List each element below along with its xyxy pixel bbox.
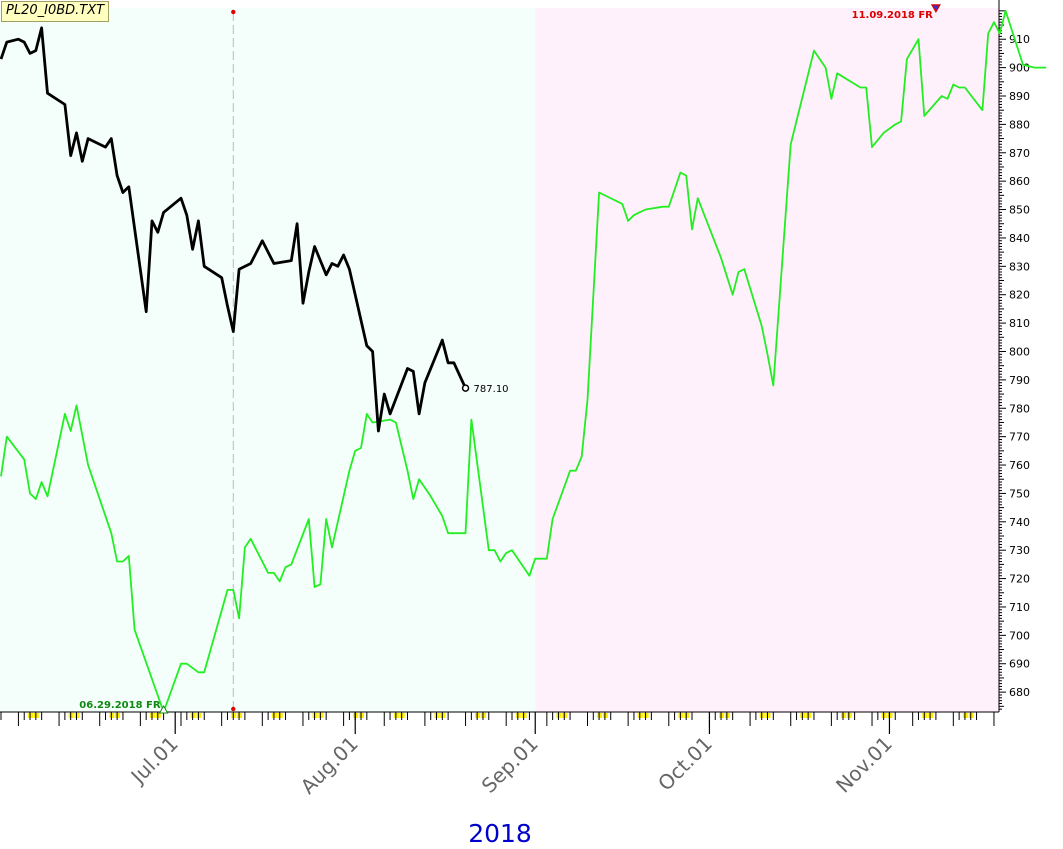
price-axis: 680 690 700 710 720 730 740 750 760 770 780 790 800 8… [998, 0, 1063, 736]
high-arrow-marker [930, 4, 941, 14]
price-tick-label: 780 [1009, 402, 1030, 415]
price-tick-label: 860 [1009, 175, 1030, 188]
price-tick-label: 730 [1009, 544, 1030, 557]
price-tick-label: 810 [1009, 317, 1030, 330]
history-zone [0, 8, 536, 712]
price-tick-label: 690 [1009, 658, 1030, 671]
price-tick-label: 910 [1009, 33, 1030, 46]
price-tick-label: 750 [1009, 487, 1030, 500]
time-axis-ticks [0, 711, 999, 734]
low-annotation: 06.29.2018 FR [79, 700, 161, 711]
price-tick-label: 790 [1009, 374, 1030, 387]
month-label: Oct.01 [653, 732, 717, 796]
marker-top-dot [231, 9, 236, 15]
price-tick-label: 850 [1009, 204, 1030, 217]
price-tick-label: 890 [1009, 90, 1030, 103]
month-labels: Jul.01 Aug.01 Sep.01 Oct.01 Nov.01 [125, 732, 897, 799]
price-tick-label: 830 [1009, 260, 1030, 273]
price-tick-label: 710 [1009, 601, 1030, 614]
price-tick-label: 770 [1009, 431, 1030, 444]
price-tick-label: 720 [1009, 573, 1030, 586]
price-tick-label: 760 [1009, 459, 1030, 472]
price-tick-label: 900 [1009, 62, 1030, 75]
marker-bottom-dot [231, 706, 236, 712]
month-label: Aug.01 [296, 732, 363, 799]
price-axis-panel [999, 0, 1063, 736]
price-tick-label: 870 [1009, 147, 1030, 160]
high-annotation: 11.09.2018 FR [852, 10, 934, 21]
last-price-label: 787.10 [474, 384, 509, 395]
chart-title: PL20_I0BD.TXT [1, 1, 110, 22]
month-label: Jul.01 [125, 732, 183, 790]
forecast-zone [535, 8, 999, 712]
month-label: Sep.01 [477, 732, 543, 798]
price-tick-label: 680 [1009, 686, 1030, 699]
month-label: Nov.01 [831, 732, 897, 798]
price-tick-label: 820 [1009, 289, 1030, 302]
low-triangle-marker [158, 704, 169, 714]
last-price-dot [461, 384, 470, 392]
year-label: 2018 [468, 819, 532, 848]
price-tick-label: 740 [1009, 516, 1030, 529]
price-tick-label: 800 [1009, 345, 1030, 358]
actual-series-line [0, 26, 467, 433]
price-tick-label: 700 [1009, 629, 1030, 642]
price-tick-label: 880 [1009, 118, 1030, 131]
forecast-series-line [0, 9, 1047, 713]
price-tick-label: 840 [1009, 232, 1030, 245]
